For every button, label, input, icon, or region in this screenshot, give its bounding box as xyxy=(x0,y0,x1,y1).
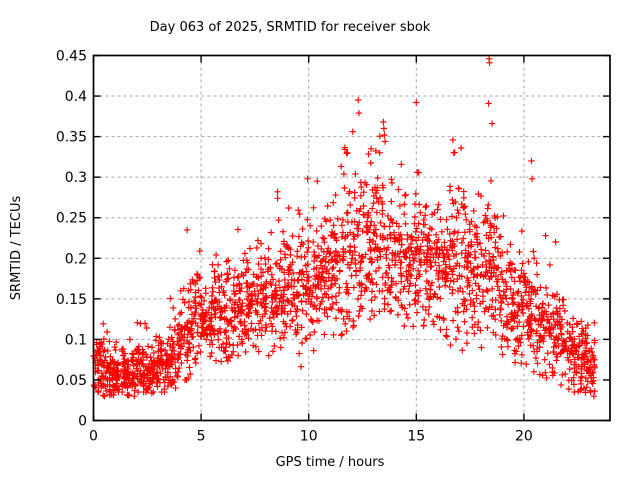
scatter-points xyxy=(90,55,598,400)
x-tick-label: 0 xyxy=(89,429,98,445)
x-tick-label: 10 xyxy=(300,429,318,445)
tick-labels: 0 0.05 0.1 0.15 0.2 0.25 0.3 0.35 0.4 0.45 0 5 10 15 2… xyxy=(56,49,533,445)
y-tick-label: 0.2 xyxy=(65,251,87,267)
chart-title: Day 063 of 2025, SRMTID for receiver sbo… xyxy=(150,20,431,35)
y-tick-label: 0.4 xyxy=(65,89,87,105)
y-tick-label: 0.05 xyxy=(56,373,87,389)
srmtid-data-markers xyxy=(90,55,598,400)
y-tick-label: 0.45 xyxy=(56,49,87,65)
y-tick-label: 0.25 xyxy=(56,211,87,227)
y-axis-label: SRMTID / TECUs xyxy=(9,196,24,301)
axes-and-ticks xyxy=(92,54,611,422)
y-tick-label: 0.35 xyxy=(56,130,87,146)
y-tick-label: 0.1 xyxy=(65,332,87,348)
x-axis-label: GPS time / hours xyxy=(276,455,385,470)
x-tick-label: 20 xyxy=(515,429,533,445)
y-tick-label: 0 xyxy=(78,414,87,430)
y-tick-label: 0.15 xyxy=(56,292,87,308)
x-tick-label: 15 xyxy=(407,429,425,445)
plot-border xyxy=(92,54,611,422)
x-tick-label: 5 xyxy=(197,429,206,445)
y-tick-label: 0.3 xyxy=(65,170,87,186)
